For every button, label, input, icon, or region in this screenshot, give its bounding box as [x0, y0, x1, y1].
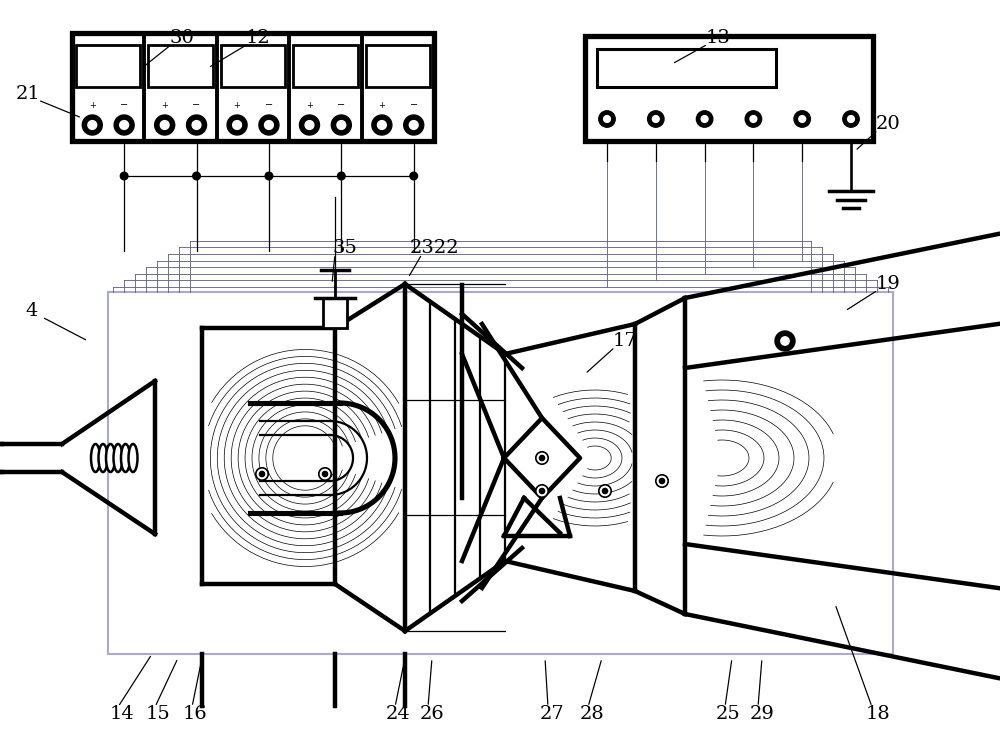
- Circle shape: [319, 468, 331, 480]
- Circle shape: [120, 121, 129, 129]
- Text: −: −: [120, 100, 128, 110]
- Circle shape: [659, 478, 665, 483]
- Circle shape: [338, 172, 345, 180]
- Circle shape: [750, 116, 757, 122]
- Text: 24: 24: [386, 705, 410, 723]
- Bar: [366, 45, 430, 87]
- Circle shape: [233, 121, 241, 129]
- Circle shape: [259, 115, 279, 135]
- Text: 12: 12: [246, 29, 270, 47]
- Ellipse shape: [91, 444, 100, 472]
- Bar: [108, 292, 893, 654]
- Circle shape: [88, 121, 97, 129]
- Circle shape: [193, 172, 200, 180]
- Text: 28: 28: [580, 705, 604, 723]
- Circle shape: [599, 485, 611, 497]
- Bar: [148, 45, 213, 87]
- Circle shape: [799, 116, 806, 122]
- Bar: [72, 33, 434, 141]
- Ellipse shape: [114, 444, 122, 472]
- Text: 15: 15: [146, 705, 170, 723]
- Text: 19: 19: [876, 275, 900, 293]
- Text: 30: 30: [170, 29, 194, 47]
- Circle shape: [602, 489, 608, 494]
- Circle shape: [843, 111, 859, 128]
- Circle shape: [604, 116, 610, 122]
- Text: 2322: 2322: [410, 239, 460, 257]
- Circle shape: [599, 111, 615, 128]
- Ellipse shape: [98, 444, 108, 472]
- Bar: [597, 49, 776, 87]
- Text: 29: 29: [750, 705, 774, 723]
- Ellipse shape: [128, 444, 137, 472]
- Bar: [585, 36, 873, 141]
- Text: 25: 25: [716, 705, 740, 723]
- Text: 16: 16: [183, 705, 207, 723]
- Text: 18: 18: [866, 705, 890, 723]
- Circle shape: [404, 115, 424, 135]
- Circle shape: [656, 474, 668, 487]
- Circle shape: [331, 115, 351, 135]
- Circle shape: [299, 115, 319, 135]
- Circle shape: [775, 331, 795, 351]
- Circle shape: [227, 115, 247, 135]
- Circle shape: [160, 121, 169, 129]
- Text: 21: 21: [16, 85, 40, 103]
- Text: 26: 26: [420, 705, 444, 723]
- Circle shape: [701, 116, 708, 122]
- Text: −: −: [337, 100, 345, 110]
- Circle shape: [745, 111, 762, 128]
- Circle shape: [192, 121, 201, 129]
- Circle shape: [536, 452, 548, 464]
- Text: +: +: [306, 101, 313, 110]
- Circle shape: [794, 111, 810, 128]
- Text: +: +: [234, 101, 241, 110]
- Circle shape: [377, 121, 386, 129]
- Bar: [76, 45, 140, 87]
- Circle shape: [781, 336, 789, 345]
- Circle shape: [539, 455, 545, 460]
- Bar: [323, 298, 347, 328]
- Ellipse shape: [106, 444, 115, 472]
- Ellipse shape: [121, 444, 130, 472]
- Circle shape: [652, 116, 659, 122]
- Circle shape: [114, 115, 134, 135]
- Circle shape: [409, 121, 418, 129]
- Circle shape: [410, 172, 418, 180]
- Circle shape: [337, 121, 346, 129]
- Circle shape: [187, 115, 207, 135]
- Text: −: −: [192, 100, 201, 110]
- Text: 17: 17: [613, 332, 637, 350]
- Circle shape: [265, 172, 273, 180]
- Circle shape: [648, 111, 664, 128]
- Circle shape: [322, 471, 328, 477]
- Text: +: +: [89, 101, 96, 110]
- Text: 13: 13: [706, 29, 730, 47]
- Text: 35: 35: [333, 239, 357, 257]
- Text: 4: 4: [26, 302, 38, 320]
- Bar: [293, 45, 358, 87]
- Circle shape: [305, 121, 314, 129]
- Circle shape: [848, 116, 854, 122]
- Circle shape: [539, 489, 545, 494]
- Circle shape: [82, 115, 102, 135]
- Text: 27: 27: [540, 705, 564, 723]
- Text: 14: 14: [110, 705, 134, 723]
- Circle shape: [372, 115, 392, 135]
- Text: +: +: [378, 101, 385, 110]
- Text: +: +: [161, 101, 168, 110]
- Circle shape: [155, 115, 175, 135]
- Circle shape: [120, 172, 128, 180]
- Circle shape: [696, 111, 713, 128]
- Text: −: −: [410, 100, 418, 110]
- Bar: [221, 45, 285, 87]
- Text: −: −: [265, 100, 273, 110]
- Text: 20: 20: [876, 115, 900, 133]
- Circle shape: [259, 471, 265, 477]
- Circle shape: [265, 121, 273, 129]
- Circle shape: [536, 485, 548, 497]
- Circle shape: [256, 468, 268, 480]
